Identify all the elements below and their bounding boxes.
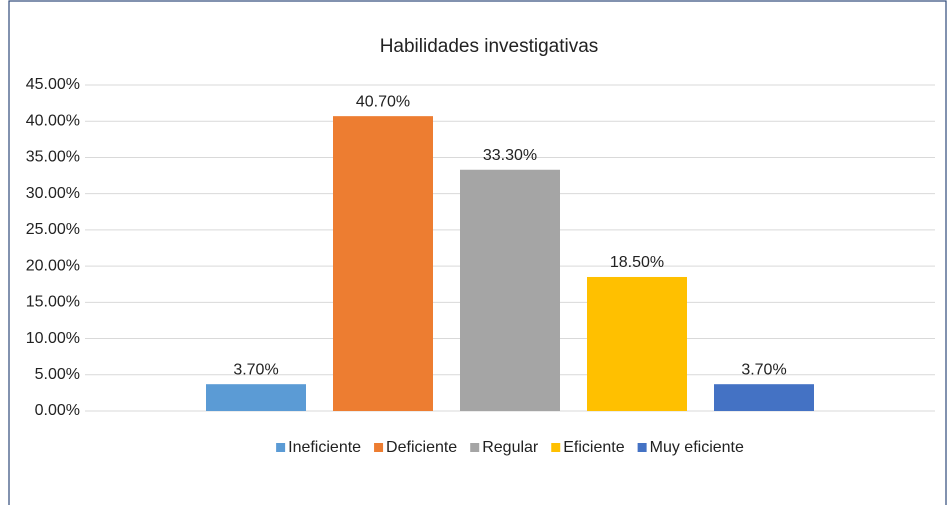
legend-label: Eficiente <box>563 439 624 456</box>
bar <box>460 169 560 411</box>
legend-swatch <box>374 443 384 452</box>
y-tick-label: 25.00% <box>26 221 80 238</box>
legend-swatch <box>637 443 647 452</box>
legend-label: Muy eficiente <box>650 439 744 456</box>
chart-title: Habilidades investigativas <box>380 36 599 57</box>
chart-border <box>8 0 947 505</box>
y-tick-label: 5.00% <box>35 366 80 383</box>
legend-label: Regular <box>482 439 539 456</box>
y-tick-label: 0.00% <box>35 402 80 419</box>
y-tick-label: 35.00% <box>26 149 80 166</box>
data-label: 18.50% <box>610 254 664 271</box>
data-label: 3.70% <box>741 361 786 378</box>
y-tick-label: 15.00% <box>26 294 80 311</box>
y-tick-label: 45.00% <box>26 76 80 93</box>
bar <box>714 384 814 411</box>
y-tick-label: 10.00% <box>26 330 80 347</box>
legend-swatch <box>276 443 286 452</box>
legend-label: Ineficiente <box>288 439 361 456</box>
data-label: 3.70% <box>233 361 278 378</box>
bar <box>333 116 433 411</box>
y-tick-label: 20.00% <box>26 257 80 274</box>
bar <box>206 384 306 411</box>
legend: Ineficiente Deficiente Regular Eficiente Muy… <box>276 439 744 456</box>
bar <box>587 276 687 411</box>
legend-swatch <box>551 443 561 452</box>
legend-swatch <box>470 443 480 452</box>
data-label: 40.70% <box>356 93 410 110</box>
y-tick-label: 30.00% <box>26 185 80 202</box>
data-label: 33.30% <box>483 147 537 164</box>
y-tick-label: 40.00% <box>26 112 80 129</box>
legend-label: Deficiente <box>386 439 457 456</box>
